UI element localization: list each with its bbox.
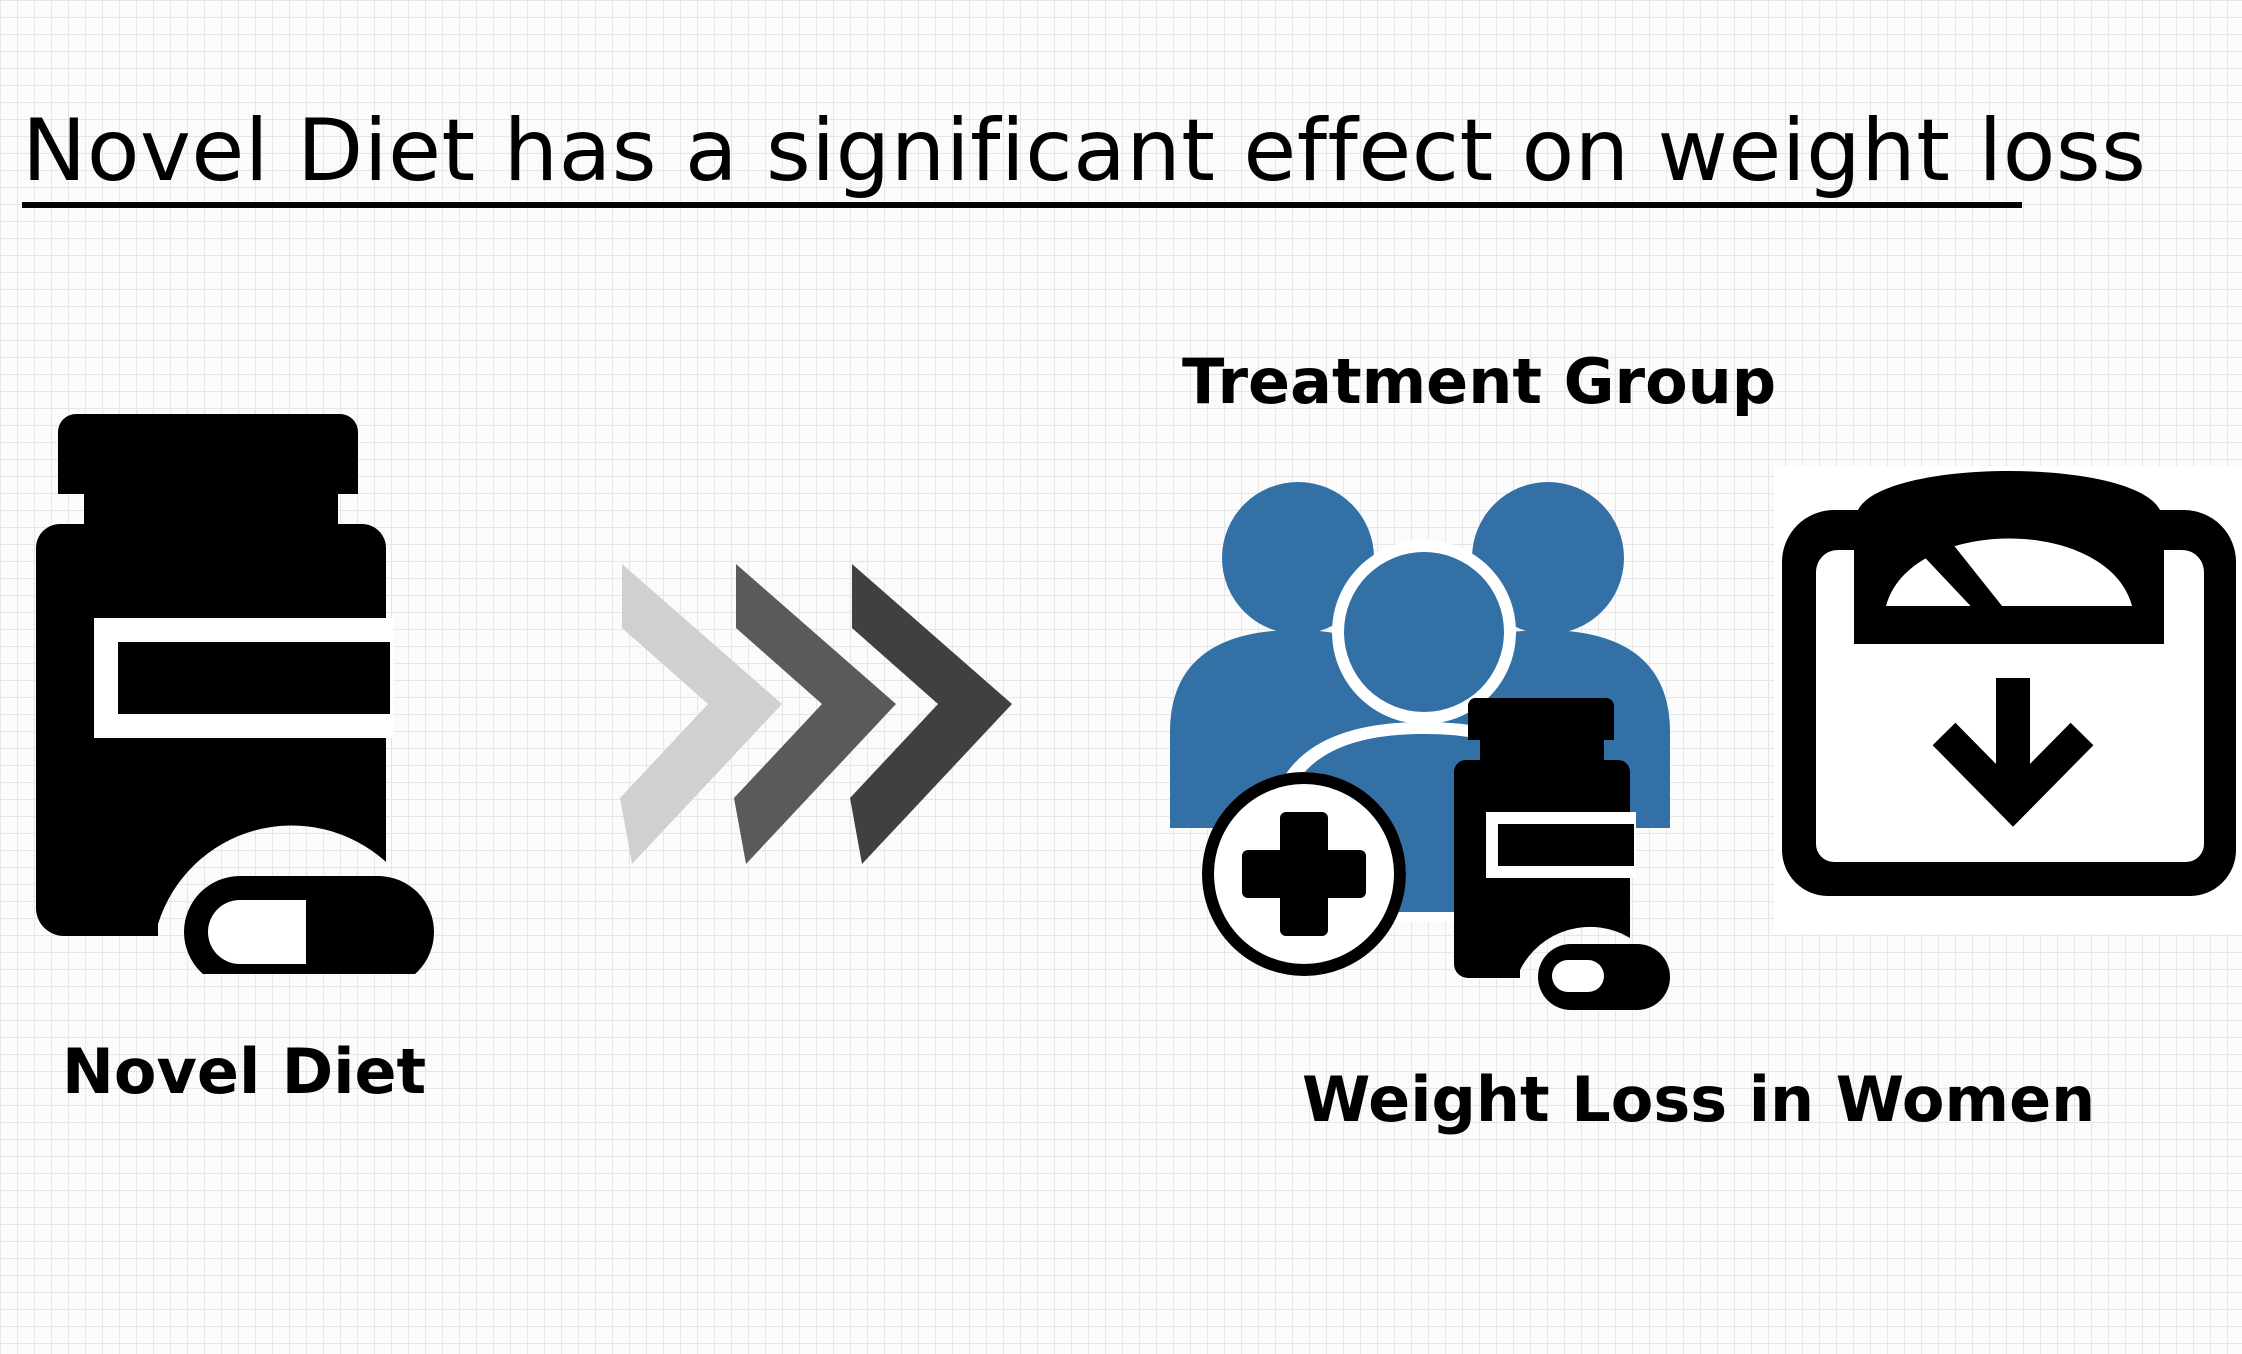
weight-scale-down-icon: [1774, 466, 2242, 934]
pill-bottle-icon: [36, 414, 434, 974]
title-underline: [22, 202, 2022, 208]
weight-loss-label: Weight Loss in Women: [1302, 1063, 2096, 1136]
small-pill-bottle-icon: [1454, 698, 1670, 1010]
triple-chevron-arrow-icon: [620, 564, 1012, 864]
novel-diet-label: Novel Diet: [62, 1035, 427, 1108]
treatment-group-label: Treatment Group: [1182, 345, 1777, 418]
plus-circle-icon: [1202, 772, 1406, 976]
diagram-title: Novel Diet has a significant effect on w…: [22, 101, 2147, 201]
